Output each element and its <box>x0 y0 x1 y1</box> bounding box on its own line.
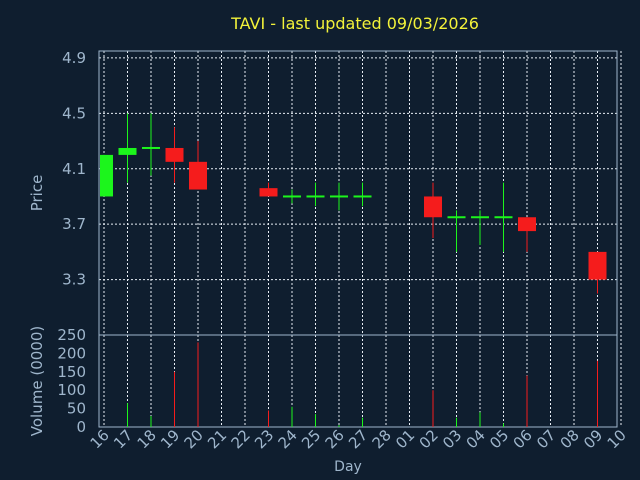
candle <box>330 182 348 211</box>
candle <box>189 141 207 190</box>
x-tick-label: 10 <box>604 426 630 452</box>
candle-body <box>353 195 372 198</box>
candle <box>518 217 536 252</box>
candle-body <box>100 154 113 197</box>
candle-body <box>165 147 184 162</box>
x-tick-label: 09 <box>580 426 606 452</box>
x-tick-label: 25 <box>298 426 324 452</box>
candle-body <box>330 195 348 198</box>
x-tick-label: 26 <box>322 426 348 452</box>
x-tick-label: 27 <box>345 426 371 452</box>
x-tick-label: 17 <box>110 426 136 452</box>
candle <box>424 182 442 239</box>
candle-body <box>189 161 207 190</box>
x-axis-label: Day <box>334 459 362 475</box>
candle-body <box>259 188 278 197</box>
x-tick-label: 06 <box>510 426 536 452</box>
candle <box>471 210 489 245</box>
x-tick-label: 08 <box>557 426 583 452</box>
candle <box>142 113 160 176</box>
x-tick-label: 07 <box>533 426 559 452</box>
candle <box>306 182 325 207</box>
candle-body <box>471 216 489 219</box>
candle-body <box>142 146 160 149</box>
candle <box>353 182 372 207</box>
volume-grid <box>103 335 622 427</box>
candle-body <box>306 195 325 198</box>
price-tick-label: 4.1 <box>62 160 86 178</box>
volume-tick-label: 150 <box>57 363 86 381</box>
x-tick-label: 28 <box>369 426 395 452</box>
volume-tick-label: 50 <box>67 400 86 418</box>
candle <box>447 210 466 252</box>
x-tick-label: 01 <box>392 426 418 452</box>
x-tick-label: 21 <box>204 426 230 452</box>
volume-plot-frame <box>98 334 618 428</box>
candle <box>494 182 513 252</box>
x-tick-label: 19 <box>157 426 183 452</box>
price-tick-label: 3.3 <box>62 271 86 289</box>
candle-body <box>283 195 301 198</box>
candle <box>259 182 278 197</box>
candle-body <box>424 196 442 218</box>
candle-body <box>518 217 536 232</box>
candle <box>100 154 113 197</box>
x-tick-label: 03 <box>439 426 465 452</box>
price-tick-label: 4.9 <box>62 49 86 67</box>
candle <box>165 127 184 183</box>
candle-body <box>118 147 137 155</box>
x-tick-label: 24 <box>275 426 301 452</box>
candles <box>100 113 607 294</box>
candle-body <box>588 251 607 280</box>
volume-tick-label: 200 <box>57 344 86 362</box>
candle <box>588 251 607 294</box>
volume-bars <box>127 342 598 427</box>
price-tick-label: 3.7 <box>62 215 86 233</box>
x-tick-label: 02 <box>416 426 442 452</box>
x-tick-label: 23 <box>251 426 277 452</box>
x-tick-label: 18 <box>134 426 160 452</box>
volume-axis-label: Volume (0000) <box>28 326 46 436</box>
candle-body <box>447 216 466 219</box>
price-axis-label: Price <box>28 175 46 212</box>
price-grid <box>99 51 622 335</box>
x-tick-label: 22 <box>228 426 254 452</box>
candle-body <box>494 216 513 219</box>
candle <box>283 189 301 204</box>
price-tick-label: 4.5 <box>62 104 86 122</box>
x-tick-label: 20 <box>181 426 207 452</box>
x-tick-label: 16 <box>87 426 113 452</box>
x-tick-label: 05 <box>486 426 512 452</box>
price-plot-frame <box>98 50 618 336</box>
x-tick-label: 04 <box>463 426 489 452</box>
candle <box>118 113 137 183</box>
volume-tick-label: 100 <box>57 381 86 399</box>
volume-tick-label: 250 <box>57 326 86 344</box>
price-axis-ticks: 4.9 4.5 4.1 3.7 3.3 <box>62 49 86 289</box>
chart-title: TAVI - last updated 09/03/2026 <box>230 14 479 33</box>
volume-tick-label: 0 <box>76 418 86 436</box>
x-axis-ticks: 1617181920212223242526272801020304050607… <box>87 426 630 452</box>
